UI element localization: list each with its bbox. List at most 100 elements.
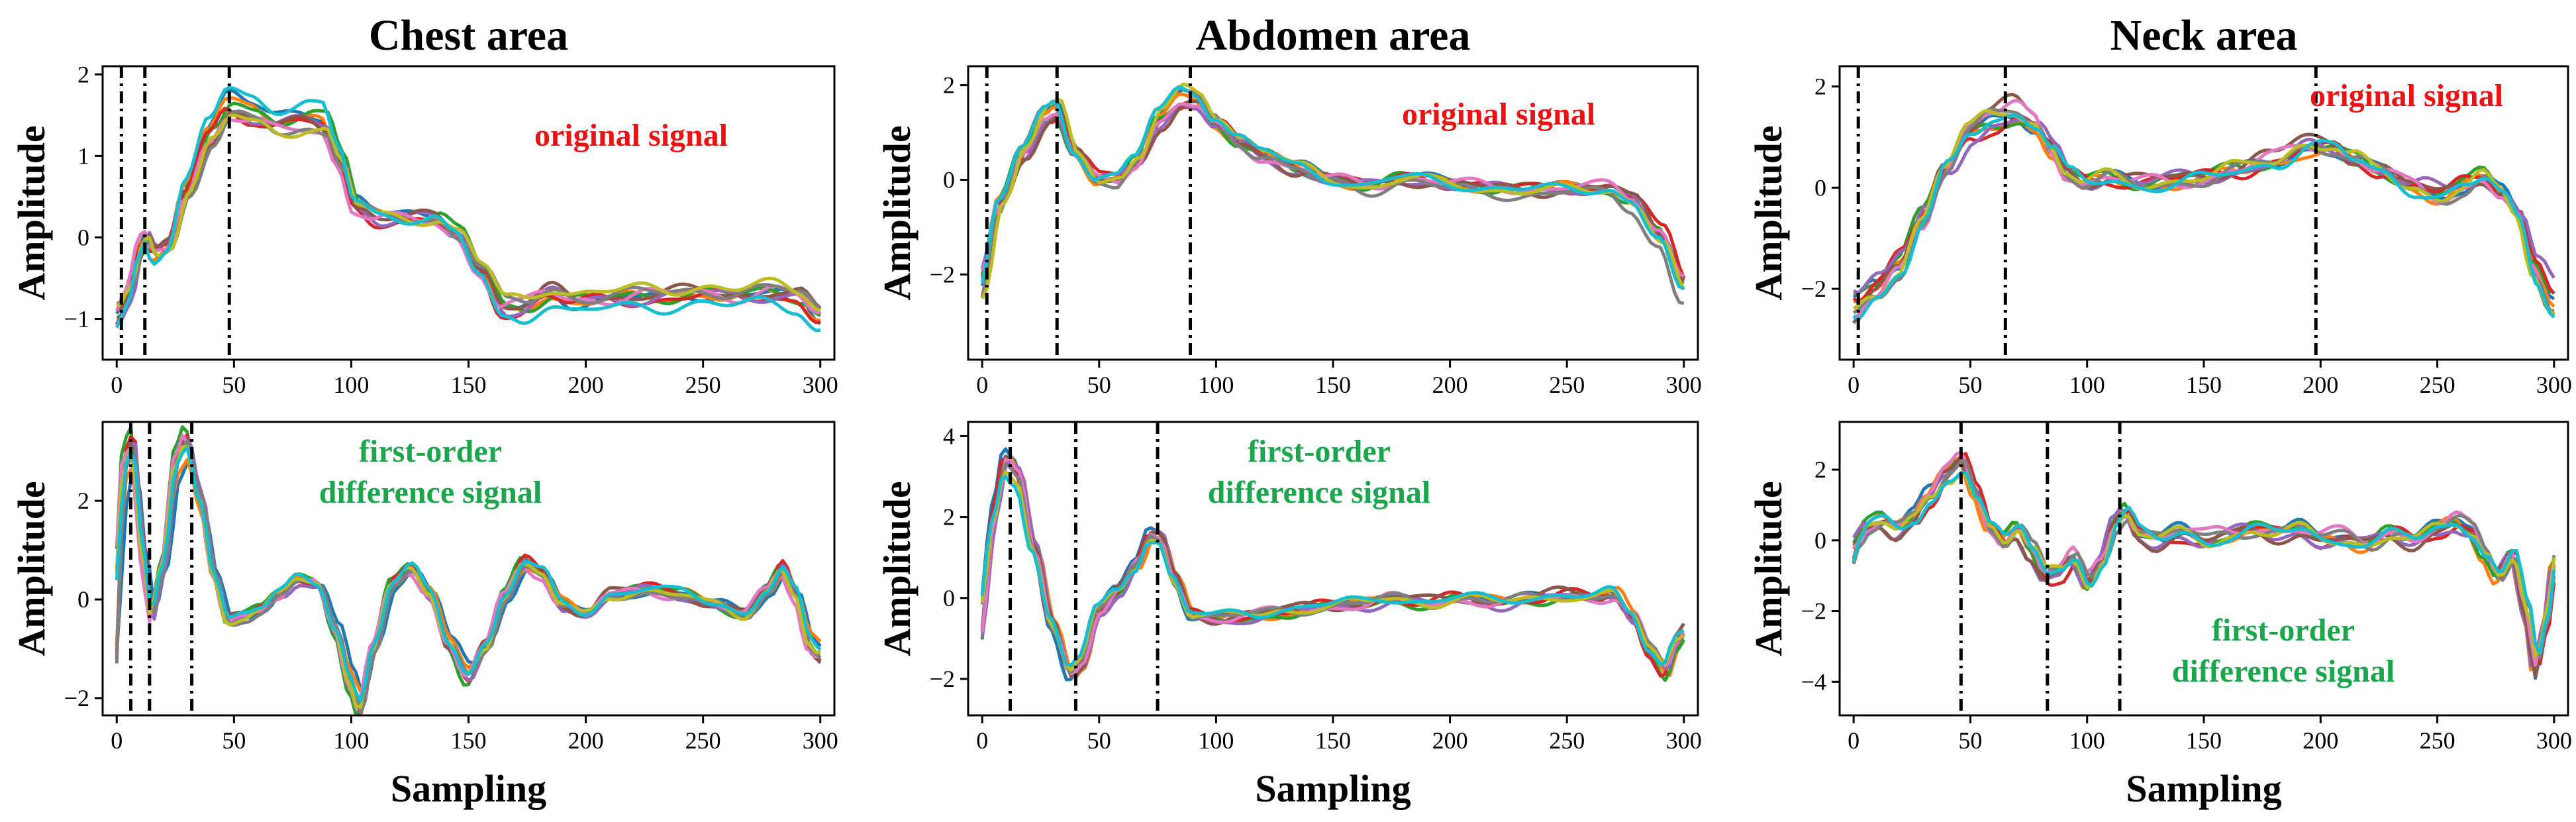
x-axis-label: Sampling (1255, 767, 1411, 810)
y-tick-label: 0 (77, 586, 89, 613)
x-tick-label: 200 (568, 372, 604, 398)
series-line-s6 (1852, 93, 2555, 325)
x-tick-label: 0 (111, 727, 123, 754)
chart-panel-chest-original: 0 50 100 150 200 250 300 −1 0 1 2 Amplitude Chest ar… (10, 11, 838, 398)
y-tick-label: −4 (1801, 668, 1826, 695)
series-line-s7 (1852, 450, 2556, 667)
series-group (115, 85, 822, 333)
chart-panel-abdomen-original: 0 50 100 150 200 250 300 −2 0 2 Amplitude Abdomen a… (875, 11, 1702, 398)
y-tick-label: 4 (943, 423, 955, 449)
annotation-line: difference signal (1208, 475, 1430, 510)
series-line-s4 (1852, 115, 2555, 305)
annotation-text: original signal (1402, 97, 1595, 132)
annotation-text: original signal (534, 118, 728, 153)
annotation-line: difference signal (319, 475, 542, 510)
x-tick-label: 100 (1198, 727, 1234, 754)
series-line-s9 (980, 82, 1686, 299)
series-line-s10 (1852, 470, 2556, 655)
series-line-s8 (1852, 459, 2556, 659)
series-line-s6 (1852, 459, 2556, 678)
y-tick-label: 0 (943, 585, 955, 611)
x-tick-label: 50 (1958, 727, 1982, 754)
x-tick-label: 150 (451, 727, 487, 754)
annotation-line: first-order (2212, 613, 2355, 648)
series-line-s7 (980, 102, 1685, 278)
x-tick-label: 0 (976, 372, 988, 398)
y-axis-label: Amplitude (1747, 481, 1790, 656)
y-axis-label: Amplitude (875, 481, 918, 656)
series-line-s5 (1852, 460, 2555, 668)
series-group (115, 425, 822, 715)
series-line-s9 (1852, 472, 2556, 658)
y-tick-label: 2 (943, 504, 955, 531)
x-tick-label: 300 (2536, 727, 2572, 754)
series-line-s10 (980, 474, 1685, 667)
x-tick-label: 250 (2420, 727, 2455, 754)
annotation-line: original signal (534, 118, 728, 153)
y-tick-label: −1 (64, 305, 89, 332)
series-line-s3 (1852, 458, 2556, 670)
annotation-line: first-order (1248, 434, 1391, 469)
x-tick-label: 100 (333, 372, 369, 398)
x-tick-label: 50 (1958, 372, 1982, 398)
chart-panel-neck-original: 0 50 100 150 200 250 300 −2 0 2 Amplitude Neck area… (1747, 11, 2572, 398)
x-axis-label: Sampling (391, 767, 546, 810)
series-line-s9 (116, 113, 821, 313)
x-tick-label: 200 (2303, 727, 2338, 754)
series-line-s10 (115, 85, 820, 333)
x-tick-label: 100 (333, 727, 369, 754)
series-line-s9 (1852, 109, 2555, 315)
y-tick-label: 2 (1814, 74, 1826, 100)
x-tick-label: 300 (2536, 372, 2572, 398)
annotation-text: original signal (2310, 78, 2503, 113)
y-axis-label: Amplitude (10, 125, 53, 300)
x-tick-label: 100 (2069, 372, 2105, 398)
x-tick-label: 300 (1666, 727, 1702, 754)
x-tick-label: 250 (2420, 372, 2455, 398)
annotation-line: original signal (2310, 78, 2503, 113)
y-tick-label: −2 (930, 666, 955, 692)
x-tick-label: 0 (111, 372, 123, 398)
x-tick-label: 300 (1666, 372, 1702, 398)
y-axis-label: Amplitude (875, 125, 918, 300)
annotation-line: original signal (1402, 97, 1595, 132)
y-tick-label: −2 (930, 261, 955, 287)
series-line-s7 (1852, 99, 2555, 319)
annotation-text: first-order difference signal (319, 434, 542, 510)
y-axis-label: Amplitude (1747, 125, 1790, 300)
y-tick-label: 0 (943, 166, 955, 193)
x-tick-label: 50 (222, 727, 246, 754)
x-tick-label: 250 (685, 727, 721, 754)
x-tick-label: 250 (685, 372, 721, 398)
panel-title: Abdomen area (1196, 11, 1471, 60)
x-tick-label: 250 (1549, 727, 1585, 754)
series-line-s2 (1852, 456, 2555, 672)
x-tick-label: 200 (1432, 727, 1468, 754)
x-tick-label: 0 (1848, 727, 1859, 754)
x-tick-label: 150 (451, 372, 487, 398)
x-tick-label: 150 (1315, 372, 1351, 398)
series-group (980, 447, 1685, 682)
annotation-line: first-order (359, 434, 502, 469)
y-tick-label: 0 (77, 224, 89, 250)
x-tick-label: 300 (803, 727, 838, 754)
y-tick-label: −2 (64, 685, 89, 711)
chart-panel-chest-difference: 0 50 100 150 200 250 300 −2 0 2 Amplitude Sampling f… (10, 421, 838, 810)
annotation-line: difference signal (2172, 654, 2395, 689)
x-tick-label: 50 (1087, 727, 1111, 754)
series-line-s10 (115, 446, 822, 703)
y-tick-label: −2 (1801, 598, 1826, 625)
annotation-text: first-order difference signal (1208, 434, 1430, 510)
plot-frame (101, 65, 836, 361)
y-tick-label: 2 (943, 72, 955, 99)
y-tick-label: 2 (77, 61, 89, 87)
x-tick-label: 100 (2069, 727, 2105, 754)
series-line-s8 (116, 109, 822, 311)
series-line-s10 (1852, 113, 2555, 322)
series-line-s1 (1852, 454, 2556, 680)
y-tick-label: 0 (1814, 174, 1826, 201)
x-tick-label: 0 (976, 727, 988, 754)
y-tick-label: −2 (1801, 276, 1826, 302)
chart-panel-neck-difference: 0 50 100 150 200 250 300 −4 −2 0 2 Amplitude Samplin… (1747, 421, 2572, 810)
annotation-text: first-order difference signal (2172, 613, 2395, 689)
